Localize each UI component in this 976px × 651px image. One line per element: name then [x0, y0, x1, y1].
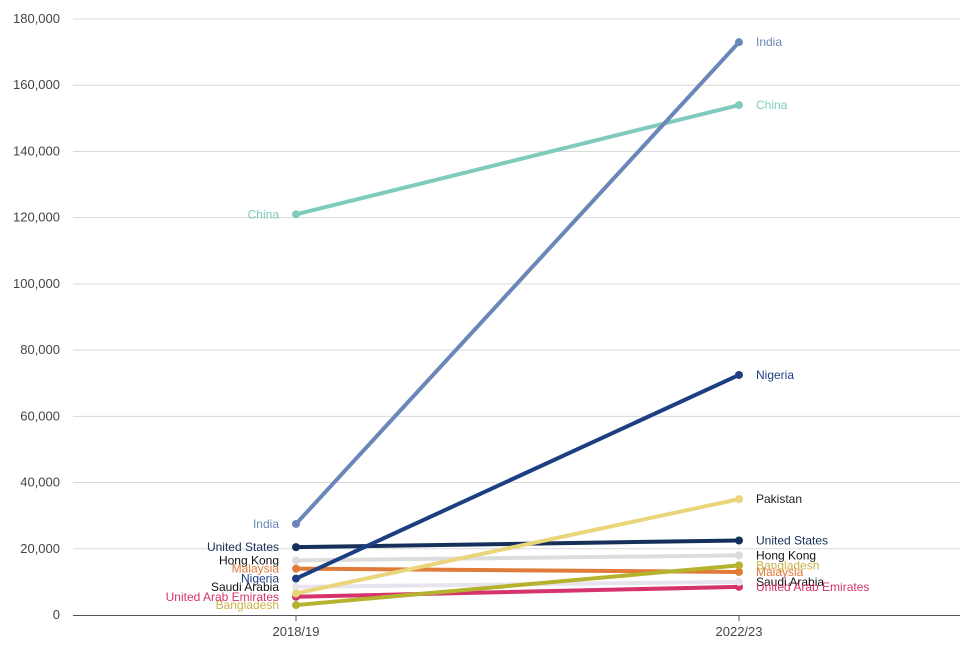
series-label-end-malaysia: Malaysia	[756, 565, 804, 579]
series-labels: India India China China Nigeria Nigeria Pakist…	[166, 35, 870, 612]
series-label-end-bangladesh: Bangladesh	[756, 558, 819, 572]
series-label-end-nigeria: Nigeria	[756, 368, 794, 382]
series-label-start-united-arab-emirates: United Arab Emirates	[166, 590, 279, 604]
series-label-start-china: China	[248, 207, 280, 221]
series-line-hong-kong	[294, 553, 741, 563]
series-label-start-united-states: United States	[207, 540, 279, 554]
series-point-nigeria-end	[735, 370, 743, 379]
series-label-end-saudi-arabia: Saudi Arabia	[756, 575, 824, 589]
series-label-start-saudi-arabia: Saudi Arabia	[211, 580, 279, 594]
series-point-pakistan-end	[735, 495, 743, 504]
series-label-end-united-states: United States	[756, 534, 828, 548]
series-line-china	[294, 103, 741, 217]
y-tick-label: 120,000	[13, 210, 60, 225]
series-point-hong-kong-start	[292, 556, 300, 565]
series-point-india-end	[735, 38, 743, 47]
series-point-india-start	[292, 519, 300, 528]
series-label-end-pakistan: Pakistan	[756, 492, 802, 506]
series-point-china-start	[292, 210, 300, 219]
series-point-saudi-arabia-start	[292, 582, 300, 591]
series-label-start-india: India	[253, 517, 279, 531]
series-label-start-malaysia: Malaysia	[232, 562, 280, 576]
series-label-end-united-arab-emirates: United Arab Emirates	[756, 580, 869, 594]
y-tick-label: 100,000	[13, 276, 60, 291]
y-tick-label: 140,000	[13, 143, 60, 158]
series-label-start-hong-kong: Hong Kong	[219, 553, 279, 567]
series-point-united-states-start	[292, 543, 300, 552]
series-point-hong-kong-end	[735, 551, 743, 560]
y-tick-label: 60,000	[20, 408, 60, 423]
series-point-united-states-end	[735, 536, 743, 545]
y-axis: 0 20,000 40,000 60,000 80,000 100,000 120,000 1…	[13, 11, 60, 622]
series-point-saudi-arabia-end	[735, 577, 743, 586]
series-point-malaysia-start	[292, 564, 300, 573]
series-label-end-india: India	[756, 35, 782, 49]
y-tick-label: 180,000	[13, 11, 60, 26]
series-line-nigeria	[294, 372, 741, 581]
series-group	[292, 38, 743, 610]
y-tick-label: 80,000	[20, 342, 60, 357]
series-point-bangladesh-end	[735, 561, 743, 570]
series-line-united-arab-emirates	[294, 584, 741, 599]
y-tick-label: 20,000	[20, 541, 60, 556]
series-line-india	[294, 40, 741, 526]
series-line-pakistan	[294, 497, 741, 596]
series-point-pakistan-start	[292, 589, 300, 598]
y-tick-label: 40,000	[20, 475, 60, 490]
y-tick-label: 160,000	[13, 77, 60, 92]
y-tick-label: 0	[53, 607, 60, 622]
x-tick-label: 2018/19	[273, 624, 320, 639]
series-point-bangladesh-start	[292, 601, 300, 610]
series-label-start-nigeria: Nigeria	[241, 572, 279, 586]
x-tick-label: 2022/23	[716, 624, 763, 639]
series-label-end-china: China	[756, 98, 788, 112]
series-line-bangladesh	[294, 563, 741, 608]
series-label-end-hong-kong: Hong Kong	[756, 548, 816, 562]
series-point-malaysia-end	[735, 567, 743, 576]
series-point-china-end	[735, 101, 743, 110]
x-axis: 2018/19 2022/23	[73, 615, 960, 639]
series-label-start-bangladesh: Bangladesh	[216, 598, 279, 612]
series-point-nigeria-start	[292, 574, 300, 583]
